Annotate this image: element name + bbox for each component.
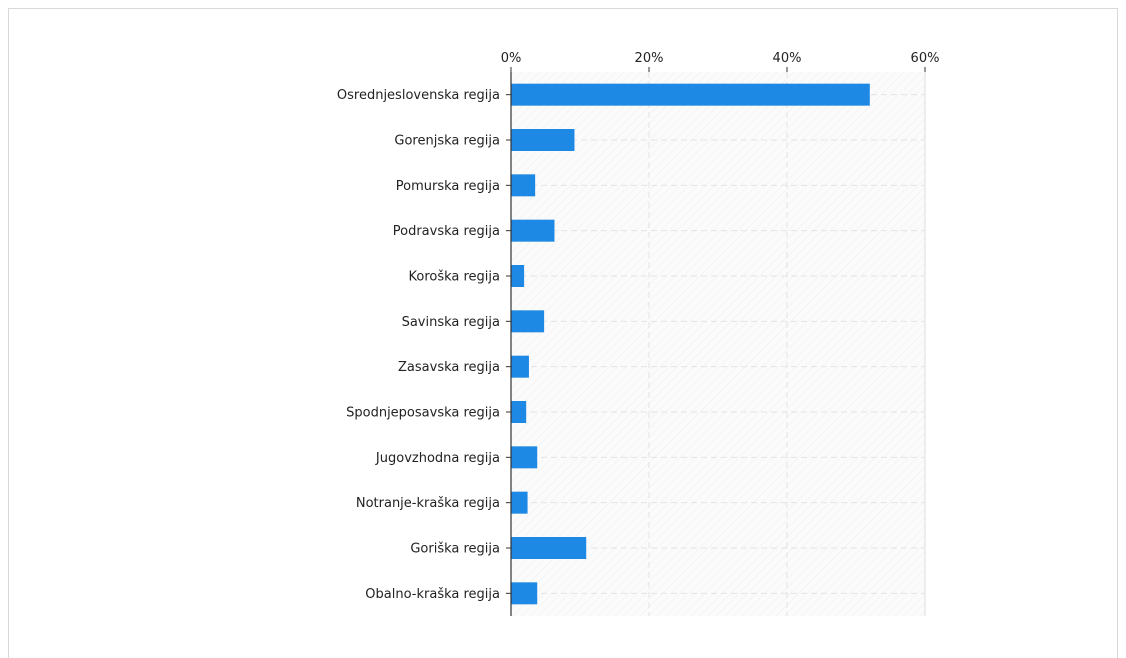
bar	[511, 310, 545, 333]
x-tick-label: 60%	[911, 51, 940, 66]
category-labels: Osrednjeslovenska regija Gorenjska regija…	[337, 88, 511, 602]
plot-area-background	[511, 72, 925, 616]
bar	[511, 537, 587, 559]
category-label: Podravska regija	[393, 224, 500, 239]
bar	[511, 401, 527, 423]
bar	[511, 83, 870, 106]
category-label: Obalno-kraška regija	[365, 587, 500, 602]
bar	[511, 582, 538, 605]
bar-chart: 0% 20% 40% 60% Osrednjeslovenska regija Gore…	[337, 51, 940, 616]
x-tick-label: 0%	[501, 51, 522, 66]
bar	[511, 491, 528, 514]
x-axis-ticks: 0% 20% 40% 60%	[501, 51, 940, 72]
bars	[511, 83, 870, 605]
bar	[511, 355, 529, 378]
bar	[511, 265, 525, 287]
category-label: Jugovzhodna regija	[375, 451, 500, 466]
grid-lines	[511, 72, 926, 616]
category-label: Zasavska regija	[398, 360, 500, 375]
x-tick-label: 40%	[773, 51, 802, 66]
category-label: Spodnjeposavska regija	[346, 406, 500, 421]
category-label: Koroška regija	[408, 270, 500, 285]
x-tick-label: 20%	[635, 51, 664, 66]
category-label: Gorenjska regija	[394, 134, 500, 149]
category-label: Osrednjeslovenska regija	[337, 88, 500, 103]
bar	[511, 446, 538, 469]
bar	[511, 174, 536, 197]
category-label: Goriška regija	[410, 542, 500, 557]
category-label: Pomurska regija	[396, 179, 500, 194]
bar	[511, 219, 555, 242]
category-label: Savinska regija	[402, 315, 500, 330]
category-label: Notranje-kraška regija	[356, 496, 500, 511]
bar	[511, 129, 575, 151]
